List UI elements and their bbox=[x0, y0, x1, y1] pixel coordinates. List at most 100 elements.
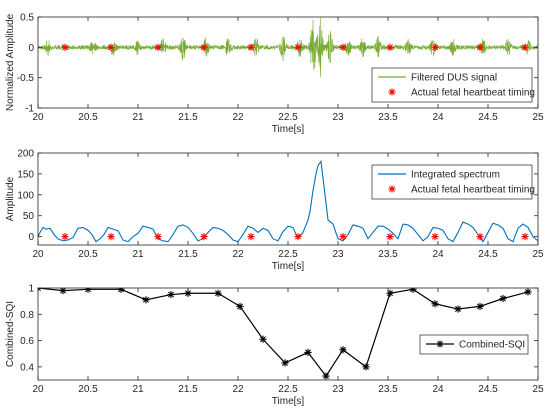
heartbeat-marker-9 bbox=[476, 233, 484, 241]
x-axis-label: Time[s] bbox=[272, 396, 305, 407]
y-tick-label: 0 bbox=[28, 43, 34, 54]
heartbeat-marker-0-stroke bbox=[62, 233, 68, 240]
data-point-4 bbox=[142, 296, 150, 304]
heartbeat-marker-3 bbox=[200, 233, 208, 241]
x-tick-label: 21 bbox=[132, 249, 144, 260]
heartbeat-marker-4 bbox=[247, 43, 255, 51]
heartbeat-marker-10-stroke bbox=[522, 44, 528, 51]
x-tick-label: 21 bbox=[132, 112, 144, 123]
legend-swatch-marker bbox=[388, 185, 396, 193]
y-tick-label: -1 bbox=[25, 104, 34, 115]
heartbeat-marker-1 bbox=[107, 43, 115, 51]
x-tick-label: 20.5 bbox=[78, 112, 98, 123]
data-point-6-stroke bbox=[185, 290, 191, 297]
data-point-8 bbox=[236, 302, 244, 310]
y-tick-label: 0.8 bbox=[20, 310, 34, 321]
x-tick-label: 24.5 bbox=[478, 112, 498, 123]
heartbeat-marker-1-stroke bbox=[108, 233, 114, 240]
data-point-14 bbox=[362, 363, 370, 371]
heartbeat-marker-8 bbox=[431, 233, 439, 241]
x-tick-label: 23 bbox=[332, 249, 344, 260]
heartbeat-marker-4 bbox=[247, 233, 255, 241]
x-axis-label: Time[s] bbox=[272, 261, 305, 272]
panel-integrated-spectrum: 20 20.5 21 21.5 22 22.5 23 23.5 24 24.5 25 0 50 100 15… bbox=[5, 149, 544, 273]
heartbeat-marker-6 bbox=[339, 233, 347, 241]
x-tick-label: 24 bbox=[432, 112, 444, 123]
x-tick-label: 22 bbox=[232, 249, 244, 260]
data-point-16-stroke bbox=[410, 288, 416, 293]
heartbeat-marker-5 bbox=[294, 233, 302, 241]
x-tick-label: 21.5 bbox=[178, 249, 198, 260]
series-group bbox=[38, 159, 538, 243]
x-tick-label: 20.5 bbox=[78, 384, 98, 395]
y-tick-label: 50 bbox=[23, 211, 35, 222]
y-axis-label: Amplitude bbox=[5, 176, 16, 221]
heartbeat-marker-9-stroke bbox=[477, 44, 483, 51]
heartbeat-marker-0 bbox=[61, 43, 69, 51]
x-tick-label: 21.5 bbox=[178, 112, 198, 123]
data-point-20-stroke bbox=[500, 295, 506, 302]
x-tick-label: 20 bbox=[32, 384, 44, 395]
y-tick-label: 1 bbox=[28, 284, 34, 295]
heartbeat-marker-2-stroke bbox=[155, 233, 161, 240]
heartbeat-marker-9-stroke bbox=[477, 233, 483, 240]
x-tick-label: 25 bbox=[532, 384, 544, 395]
legend-label: Actual fetal heartbeat timing bbox=[411, 88, 535, 99]
y-tick-label: 150 bbox=[17, 169, 34, 180]
heartbeat-marker-2-stroke bbox=[155, 44, 161, 51]
data-point-7-stroke bbox=[215, 290, 221, 297]
heartbeat-marker-2 bbox=[154, 43, 162, 51]
x-tick-label: 20 bbox=[32, 249, 44, 260]
heartbeat-marker-4-stroke bbox=[248, 233, 254, 240]
legend-label: Combined-SQI bbox=[459, 340, 525, 351]
heartbeat-marker-9 bbox=[476, 43, 484, 51]
y-tick-label: 200 bbox=[17, 149, 34, 160]
legend-swatch-marker-stroke bbox=[389, 89, 395, 95]
x-tick-label: 23.5 bbox=[378, 384, 398, 395]
legend-box bbox=[419, 334, 529, 355]
legend-label: Actual fetal heartbeat timing bbox=[411, 185, 535, 196]
legend-swatch-marker-stroke bbox=[437, 341, 443, 347]
data-point-11-stroke bbox=[305, 349, 311, 356]
x-tick-label: 24.5 bbox=[478, 384, 498, 395]
data-point-6 bbox=[184, 289, 192, 297]
data-point-12-stroke bbox=[323, 373, 329, 380]
legend-box bbox=[371, 67, 533, 103]
y-tick-label: 0 bbox=[28, 232, 34, 243]
data-point-17-stroke bbox=[432, 300, 438, 307]
x-tick-label: 21.5 bbox=[178, 384, 198, 395]
heartbeat-marker-1-stroke bbox=[108, 44, 114, 51]
heartbeat-marker-5 bbox=[294, 43, 302, 51]
data-point-15-stroke bbox=[387, 290, 393, 297]
heartbeat-marker-10 bbox=[521, 233, 529, 241]
legend-label: Integrated spectrum bbox=[411, 170, 500, 181]
plot-area bbox=[38, 288, 538, 380]
x-tick-label: 23 bbox=[332, 112, 344, 123]
y-axis-label: Combined-SQI bbox=[5, 301, 16, 367]
heartbeat-marker-3-stroke bbox=[201, 44, 207, 51]
heartbeat-marker-1 bbox=[107, 233, 115, 241]
x-tick-label: 24.5 bbox=[478, 249, 498, 260]
data-point-17 bbox=[431, 300, 439, 308]
data-point-9 bbox=[259, 335, 267, 343]
heartbeat-marker-2 bbox=[154, 233, 162, 241]
panel-dus-signal: 20 20.5 21 21.5 22 22.5 23 23.5 24 24.5 25 -1 -0.5 0 0… bbox=[5, 13, 544, 136]
legend: Filtered DUS signal Actual fetal heartbea… bbox=[371, 67, 535, 103]
x-tick-label: 25 bbox=[532, 112, 544, 123]
y-tick-label: 0.6 bbox=[20, 336, 34, 347]
data-point-12 bbox=[322, 372, 330, 380]
data-point-3 bbox=[117, 288, 125, 293]
data-point-21 bbox=[524, 288, 532, 296]
heartbeat-marker-6-stroke bbox=[340, 233, 346, 240]
y-tick-label: -0.5 bbox=[17, 73, 35, 84]
y-tick-label: 100 bbox=[17, 190, 34, 201]
heartbeat-marker-4-stroke bbox=[248, 44, 254, 51]
series-group bbox=[38, 17, 538, 78]
heartbeat-marker-7 bbox=[386, 233, 394, 241]
data-point-9-stroke bbox=[260, 336, 266, 343]
data-point-19-stroke bbox=[477, 303, 483, 310]
x-tick-label: 22 bbox=[232, 384, 244, 395]
legend-swatch-marker-stroke bbox=[389, 186, 395, 192]
data-point-15 bbox=[386, 289, 394, 297]
x-tick-label: 20 bbox=[32, 112, 44, 123]
